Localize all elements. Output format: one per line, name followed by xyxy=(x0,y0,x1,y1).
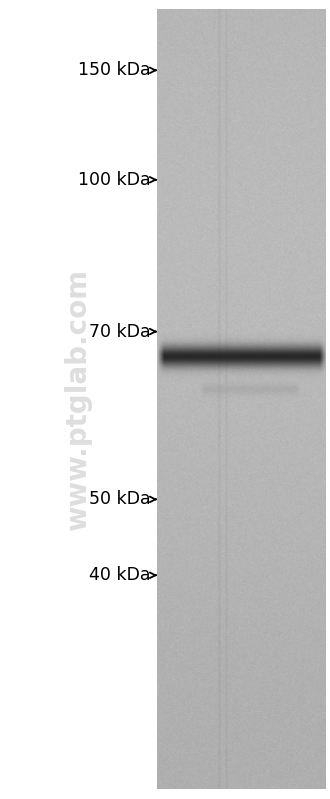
Text: 100 kDa: 100 kDa xyxy=(78,171,150,189)
Text: www.ptglab.com: www.ptglab.com xyxy=(64,268,91,531)
Text: 70 kDa: 70 kDa xyxy=(88,323,150,340)
Text: 150 kDa: 150 kDa xyxy=(78,62,150,79)
Text: 40 kDa: 40 kDa xyxy=(89,566,150,584)
Text: 50 kDa: 50 kDa xyxy=(88,491,150,508)
